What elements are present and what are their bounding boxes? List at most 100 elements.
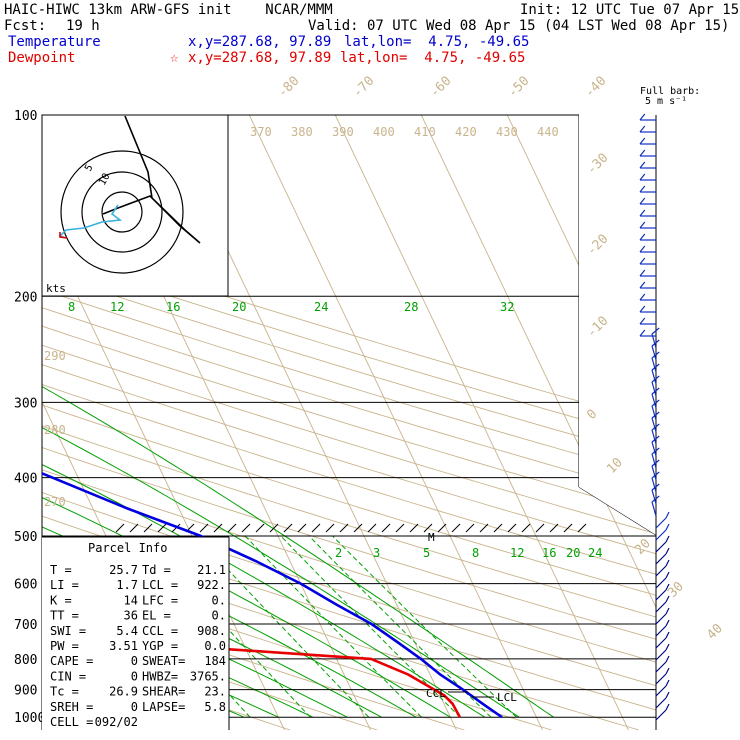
pressure-tick-label: 600 [14,578,37,593]
hatch-mark [213,523,223,533]
wind-barb [655,541,667,553]
isotherm-label: -40 [582,74,609,101]
hatch-mark [465,523,475,533]
wind-barbs: Full barb: 5 m s⁻¹ [639,86,700,730]
wind-barb [651,453,657,469]
parcel-cell: CIN = [50,669,86,683]
mixing-upper-label: 20 [232,300,246,314]
hatch-mark [269,523,279,533]
parcel-cell: 1.7 [116,578,138,592]
hatch-mark [521,523,531,533]
parcel-cell: Tc = [50,685,79,699]
wind-barb [655,637,667,649]
pressure-tick-label: 200 [14,290,37,305]
parcel-cell: 5.4 [116,624,138,638]
mixing-upper-label: 8 [68,300,75,314]
wind-barb-flag [639,281,646,289]
parcel-cell: HWBZ= [142,669,178,683]
parcel-cell: Td = [142,563,171,577]
dewpoint-legend: Dewpoint [8,50,76,66]
theta-label: 440 [537,125,559,139]
wind-barb-flag [665,703,670,711]
dry-adiabat-line [42,254,656,441]
hatch-mark [143,523,153,533]
theta-left-label: 290 [44,349,66,363]
hatch-mark [577,523,587,533]
hatch-mark [367,523,377,533]
pressure-tick-label: 700 [14,618,37,633]
mixing-lower-label: 12 [510,546,524,560]
pressure-tick-label: 300 [14,396,37,411]
wind-barb [655,649,667,661]
hatch-mark [451,523,461,533]
hatch-mark [311,523,321,533]
wind-barb-flag [665,607,670,615]
mixing-ratio-line [332,535,517,718]
wind-barb [655,709,667,721]
hatch-mark [241,523,251,533]
mixing-upper-label: 24 [314,300,328,314]
parcel-cell: LCL = [142,578,178,592]
parcel-cell: K = [50,593,72,607]
parcel-info-box: Parcel Info T = 25.7 Td = 21.1 LI = 1.7 LCL = 9… [42,536,230,730]
wind-barb [655,517,667,529]
parcel-cell: 0. [212,593,226,607]
mixing-upper-label: 12 [110,300,124,314]
wind-barb-flag [665,547,670,555]
pressure-tick-label: 400 [14,472,37,487]
isotherm-label: 20 [632,536,654,558]
wind-barb-flag [665,631,670,639]
wind-barb-flag [639,125,646,133]
mixing-ratio-line [280,535,461,718]
hatch-mark [129,523,139,533]
mixing-lower-label: 16 [542,546,556,560]
parcel-cell: LFC = [142,593,178,607]
wind-barb-flag [639,257,646,265]
hatch-mark [535,523,545,533]
wind-barb-flag [665,535,670,543]
wind-barb-flag [639,329,646,337]
mixing-upper-label: 28 [404,300,418,314]
wind-barb [651,405,657,421]
isotherm-line [334,115,629,730]
parcel-cell: 922. [197,578,226,592]
wind-barb-flag [665,559,670,567]
mixing-lower-label: 5 [423,546,430,560]
wind-barb-flag [651,483,660,491]
wind-barb [655,673,667,685]
wind-barb [655,685,667,697]
wind-barb [651,441,657,457]
wind-barb-flag [651,495,660,503]
parcel-cell: SWI = [50,624,86,638]
mixing-lower-label: 3 [373,546,380,560]
parcel-cell: SWEAT= [142,654,185,668]
wind-barb [651,393,657,409]
parcel-cell: 5.8 [204,700,226,714]
theta-label: 390 [332,125,354,139]
wind-barb-flag [639,209,646,217]
hatch-mark [409,523,419,533]
parcel-cell: 0 [131,669,138,683]
hatch-mark [493,523,503,533]
parcel-cell: SHEAR= [142,685,185,699]
wind-barb [655,529,667,541]
hodograph: 5 10 kts [41,114,229,297]
parcel-cell: EL = [142,609,171,623]
wind-barb-flag [665,643,670,651]
dry-adiabat-line [42,271,656,459]
wind-barb-flag [651,435,660,443]
hatch-mark [563,523,573,533]
wind-barb-flag [639,197,646,205]
pressure-tick-label: 900 [14,684,37,699]
hodo-units: kts [46,282,66,295]
isotherm-line [42,220,285,730]
pressure-tick-label: 1000 [14,711,45,726]
dewpoint-profile [42,589,462,718]
dry-adiabat-line [42,469,656,663]
wind-barb [651,357,657,373]
wind-barb [655,553,667,565]
wind-barb [651,429,657,445]
parcel-cell: PW = [50,639,79,653]
hodo-ring-label: 10 [97,172,113,188]
